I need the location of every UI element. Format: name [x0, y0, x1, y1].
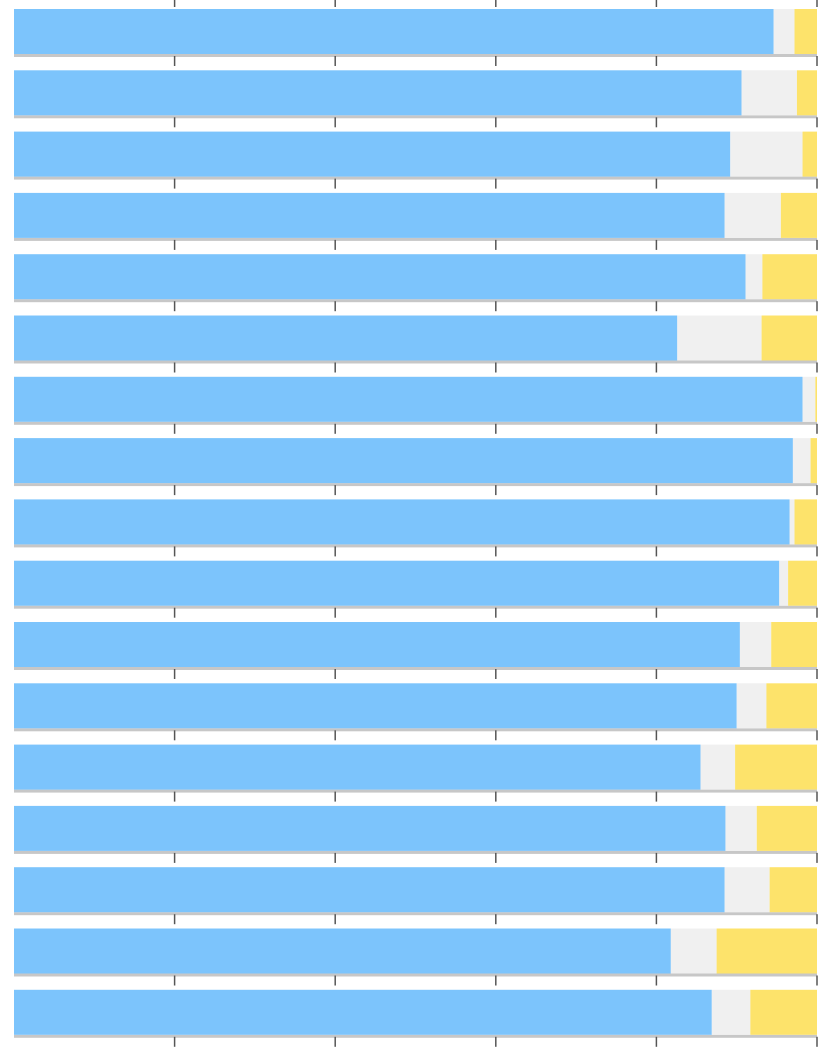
bar-segment-yellow — [802, 131, 817, 177]
bar-segment-gray — [670, 928, 717, 974]
bar-segment-gray — [724, 867, 770, 913]
bar-segment-yellow — [761, 315, 817, 361]
bar-shadow — [14, 176, 817, 180]
bar-segment-gray — [745, 254, 763, 300]
bar-segment-gray — [741, 70, 797, 116]
bar-segment-yellow — [769, 867, 817, 913]
bar-segment-blue — [14, 560, 780, 606]
bar-segment-blue — [14, 744, 701, 790]
bar-segment-blue — [14, 683, 737, 729]
bar-segment-blue — [14, 805, 726, 851]
bar-shadow — [14, 912, 817, 916]
bar-segment-yellow — [794, 499, 817, 545]
bar-segment-blue — [14, 192, 725, 238]
bar-shadow — [14, 605, 817, 609]
bar-segment-blue — [14, 70, 742, 116]
bar-segment-blue — [14, 9, 774, 54]
bar-segment-blue — [14, 376, 803, 422]
bar-segment-yellow — [796, 70, 817, 116]
bar-segment-yellow — [780, 192, 817, 238]
bar-shadow — [14, 728, 817, 732]
bar-segment-gray — [773, 9, 795, 54]
bar-segment-gray — [789, 499, 795, 545]
bar-segment-yellow — [762, 254, 817, 300]
bar-segment-yellow — [716, 928, 817, 974]
bar-segment-blue — [14, 989, 712, 1035]
bar-segment-gray — [700, 744, 736, 790]
bar-shadow — [14, 115, 817, 119]
bar-shadow — [14, 360, 817, 364]
bar-segment-blue — [14, 928, 671, 974]
bar-segment-yellow — [794, 9, 817, 54]
bar-segment-blue — [14, 315, 678, 361]
bar-shadow — [14, 789, 817, 793]
bar-segment-gray — [730, 131, 803, 177]
bar-shadow — [14, 973, 817, 977]
bar-segment-gray — [724, 192, 781, 238]
bar-segment-blue — [14, 499, 790, 545]
bar-segment-gray — [802, 376, 816, 422]
bar-segment-gray — [711, 989, 751, 1035]
bar-shadow — [14, 544, 817, 548]
bar-segment-yellow — [815, 376, 817, 422]
bar-shadow — [14, 483, 817, 487]
bar-segment-blue — [14, 622, 740, 667]
bar-segment-yellow — [756, 805, 817, 851]
bar-segment-yellow — [750, 989, 817, 1035]
bar-segment-blue — [14, 131, 731, 177]
bar-segment-yellow — [735, 744, 817, 790]
bar-shadow — [14, 299, 817, 303]
bar-shadow — [14, 667, 817, 670]
bar-shadow — [14, 1034, 817, 1038]
bar-shadow — [14, 421, 817, 425]
bar-segment-blue — [14, 438, 793, 484]
bar-segment-gray — [725, 805, 757, 851]
bar-segment-gray — [739, 622, 772, 667]
bar-shadow — [14, 54, 817, 57]
bar-shadow — [14, 237, 817, 241]
bar-shadow — [14, 850, 817, 854]
bar-segment-gray — [736, 683, 767, 729]
bar-segment-yellow — [810, 438, 817, 484]
bar-segment-yellow — [771, 622, 817, 667]
bar-segment-yellow — [766, 683, 817, 729]
bar-segment-gray — [677, 315, 762, 361]
bar-segment-blue — [14, 254, 746, 300]
bar-segment-gray — [792, 438, 811, 484]
bar-segment-gray — [779, 560, 789, 606]
bar-segment-blue — [14, 867, 725, 913]
bar-segment-yellow — [788, 560, 817, 606]
